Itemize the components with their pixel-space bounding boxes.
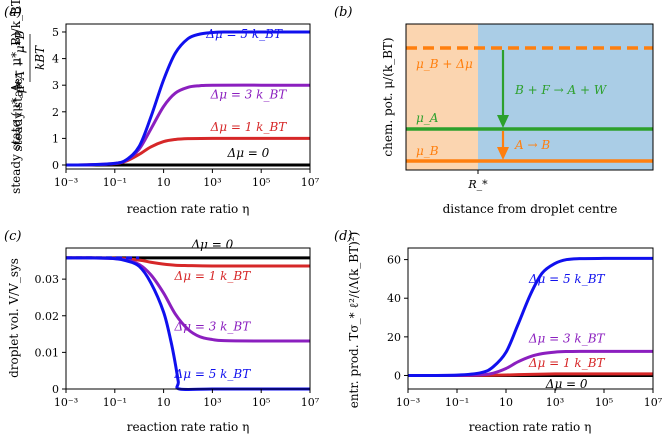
- panel-c-ytick-label: 0.03: [35, 273, 60, 286]
- panel-c-annotation-3: Δμ = 5 k_BT: [174, 367, 252, 381]
- panel-a-ytick-label: 3: [52, 79, 59, 92]
- panel-a-ylabel-text: steady state (μ*_A − μ*_B)/k_BT: [9, 0, 23, 194]
- panel-a-annotation-2: Δμ = 1 k_BT: [210, 120, 288, 134]
- panel-d-ytick-label: 40: [387, 292, 401, 305]
- panel-d-letter: (d): [334, 229, 352, 244]
- panel-d-series-3-line: [407, 256, 654, 377]
- panel-a-annotation-3: Δμ = 0: [227, 146, 270, 160]
- panel-a-xtick-label: 10⁻³: [54, 176, 78, 189]
- panel-a-xlabel: reaction rate ratio η: [127, 202, 250, 216]
- panel-c-annotation-0: Δμ = 0: [191, 238, 234, 252]
- panel-a-xtick-label: 10⁻¹: [103, 176, 127, 189]
- panel-c-xtick-label: 10⁻³: [54, 396, 78, 409]
- panel-a-ytick-label: 4: [52, 53, 59, 66]
- panel-d-xtick-label: 10⁵: [595, 396, 613, 409]
- panel-a-ytick-label: 2: [52, 106, 59, 119]
- panel-d-annotation-2: Δμ = 1 k_BT: [528, 356, 606, 370]
- label-muB-plus-dmu: μ_B + Δμ: [416, 57, 473, 71]
- panel-c-xtick-label: 10: [157, 396, 171, 409]
- panel-d-axes-frame: [407, 247, 654, 390]
- panel-c-ylabel: droplet vol. V/V_sys: [7, 258, 21, 378]
- panel-d-annotation-0: Δμ = 5 k_BT: [528, 272, 606, 286]
- panel-d-annotation-1: Δμ = 3 k_BT: [528, 332, 606, 346]
- panel-a-annotation-0: Δμ = 5 k_BT: [205, 27, 283, 41]
- panel-d-ytick-label: 60: [387, 254, 401, 267]
- panel-a-series-3-line: [65, 30, 310, 167]
- panel-c-xtick-label: 10⁷: [301, 396, 320, 409]
- panel-c: (c) 10⁻³ 10⁻¹ 10 10³ 10⁵ 10⁷ 0 0.01 0.02 0.03 Δμ …: [4, 229, 320, 434]
- panel-b: (b) R_* μ_B + Δμ μ_A μ_B B + F → A + W A…: [334, 5, 654, 216]
- tick-label-Rstar: R_*: [467, 178, 488, 191]
- arrow-orange-head: [497, 147, 509, 160]
- panel-d-ytick-label: 0: [394, 369, 401, 382]
- panel-b-axes-frame: [405, 23, 654, 171]
- panel-a-ylabel-prefix: steady state: [11, 78, 25, 152]
- panel-d-xlabel: reaction rate ratio η: [469, 420, 592, 434]
- panel-c-xtick-label: 10³: [203, 396, 221, 409]
- panel-d: (d) 10⁻³ 10⁻¹ 10 10³ 10⁵ 10⁷ 0 20 40 60 Δμ = 5 k_…: [334, 229, 662, 434]
- panel-c-xtick-label: 10⁵: [252, 396, 270, 409]
- panel-c-ytick-label: 0.02: [35, 310, 60, 323]
- panel-a-xtick-label: 10: [157, 176, 171, 189]
- panel-a-xtick-label: 10⁵: [252, 176, 270, 189]
- panel-d-ylabel: entr. prod. Tσ_* ℓ²/(Λ(k_BT)²): [347, 232, 361, 409]
- panel-d-xtick-label: 10⁷: [644, 396, 662, 409]
- panel-c-letter: (c): [4, 229, 21, 244]
- panel-d-ytick-label: 20: [387, 331, 401, 344]
- panel-c-ytick-label: 0: [52, 383, 59, 396]
- reaction-label-green: B + F → A + W: [514, 83, 608, 97]
- panel-a-annotation-1: Δμ = 3 k_BT: [210, 87, 288, 101]
- panel-b-ylabel: chem. pot. μ/(k_BT): [381, 37, 395, 156]
- panel-a-ylabel-denominator: kBT: [33, 45, 47, 70]
- panel-a-series-1-line: [65, 136, 310, 167]
- label-muB: μ_B: [416, 144, 439, 158]
- panel-c-axes-frame: [65, 247, 311, 390]
- panel-d-xtick-label: 10⁻³: [396, 396, 420, 409]
- panel-c-ytick-label: 0.01: [35, 346, 60, 359]
- panel-d-xtick-label: 10³: [546, 396, 564, 409]
- panel-b-xlabel: distance from droplet centre: [443, 202, 618, 216]
- panel-a-ytick-label: 5: [52, 26, 59, 39]
- panel-a-ylabel: steady state (μ*_A − μ*_B)/k_BT steady s…: [9, 0, 47, 194]
- panel-c-xtick-label: 10⁻¹: [103, 396, 127, 409]
- panel-d-series-2-line: [407, 349, 653, 377]
- panel-d-annotation-3: Δμ = 0: [545, 377, 588, 391]
- panel-a-xtick-label: 10⁷: [301, 176, 320, 189]
- panel-c-annotation-2: Δμ = 3 k_BT: [174, 319, 252, 333]
- panel-a-xtick-label: 10³: [203, 176, 221, 189]
- panel-d-xtick-label: 10: [499, 396, 513, 409]
- panel-d-xtick-label: 10⁻¹: [445, 396, 469, 409]
- label-muA: μ_A: [416, 111, 439, 125]
- reaction-label-orange: A → B: [514, 138, 550, 152]
- panel-a-ytick-label: 0: [52, 159, 59, 172]
- arrow-green-head: [497, 115, 509, 128]
- panel-a-ytick-label: 1: [52, 132, 59, 145]
- panel-c-xlabel: reaction rate ratio η: [127, 420, 250, 434]
- panel-c-annotation-1: Δμ = 1 k_BT: [174, 269, 252, 283]
- panel-a-letter: (a): [4, 5, 22, 20]
- panel-a-ylabel-numerator: μ*A − μ*B: [13, 30, 27, 93]
- panel-b-letter: (b): [334, 5, 352, 20]
- panel-a: (a) 10⁻³ 10⁻¹ 10 10³ 10⁵ 10⁷ 0 1 2 3 4 5 Δμ = 5 k_B…: [4, 0, 320, 216]
- panel-a-axes-frame: [65, 23, 311, 170]
